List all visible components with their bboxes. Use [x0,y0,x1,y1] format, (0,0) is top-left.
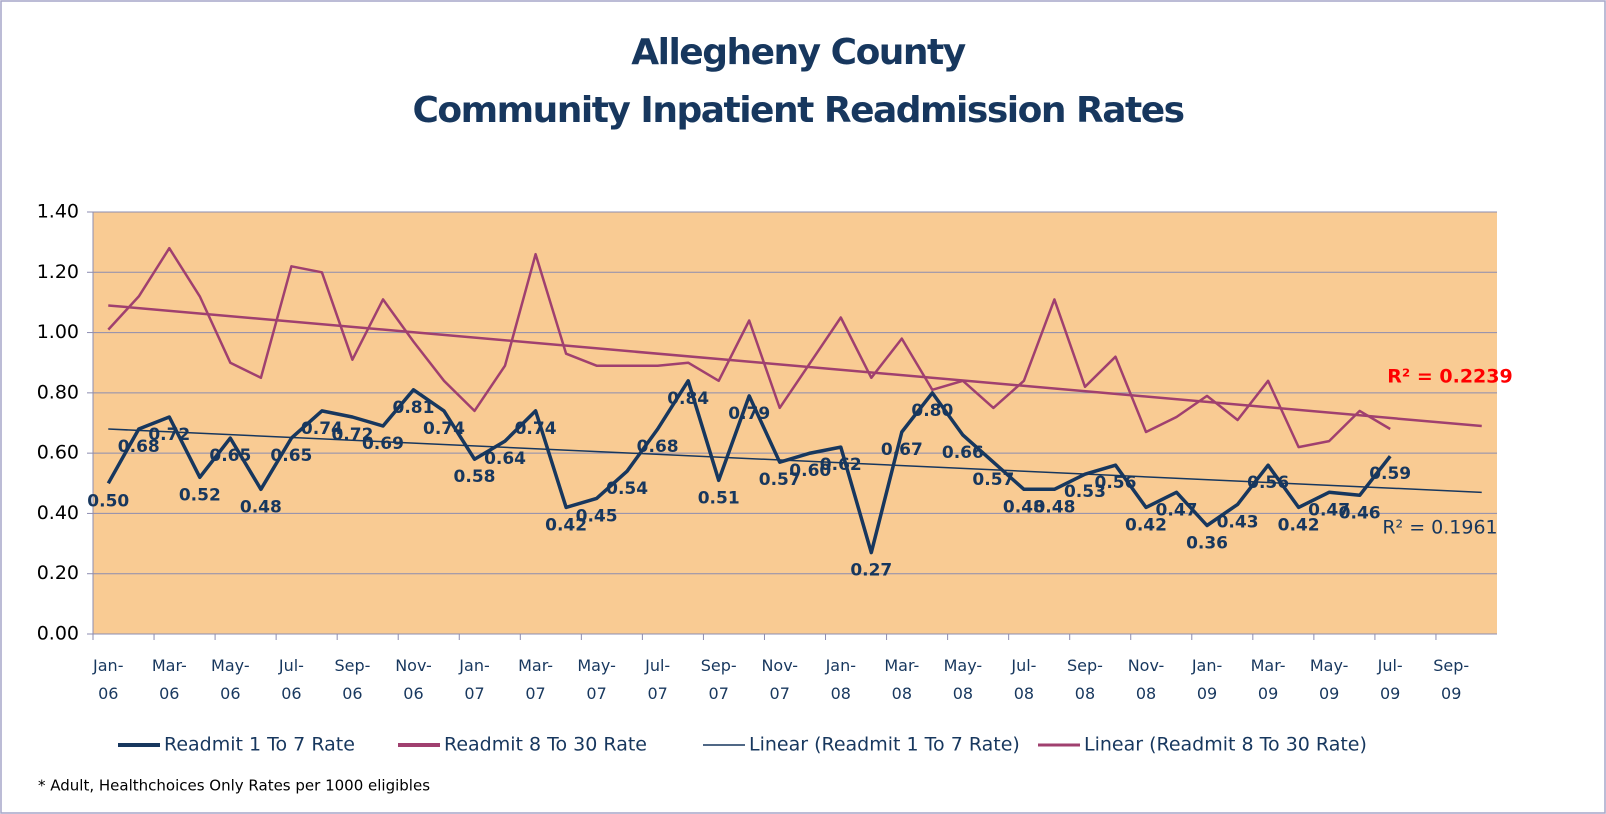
data-label: 0.48 [1033,497,1075,517]
data-label: 0.74 [301,419,343,439]
data-label: 0.66 [942,443,984,463]
data-label: 0.47 [1308,500,1350,520]
x-tick-label: Mar-07 [518,656,553,703]
y-tick-label: 0.80 [37,381,79,403]
data-label: 0.84 [667,389,709,409]
chart-title: Community Inpatient Readmission Rates [412,90,1183,131]
y-tick-label: 1.00 [37,321,79,343]
x-tick-label: Mar-08 [884,656,919,703]
data-label: 0.74 [515,419,557,439]
r2-label: R² = 0.1961 [1382,517,1497,539]
data-label: 0.60 [789,461,831,481]
data-label: 0.52 [179,485,221,505]
x-tick-label: Jul-09 [1377,656,1403,703]
r2-label: R² = 0.2239 [1387,366,1512,388]
data-label: 0.72 [331,425,373,445]
data-label: 0.50 [87,491,129,511]
x-tick-label: Jul-07 [644,656,670,703]
y-tick-label: 0.00 [37,623,79,645]
series-line [107,246,1391,449]
data-label: 0.74 [423,419,465,439]
y-tick-label: 0.40 [37,502,79,524]
footnote: * Adult, Healthchoices Only Rates per 10… [38,777,430,795]
y-tick-label: 1.40 [37,201,79,223]
data-label: 0.45 [576,506,618,526]
x-tick-label: Sep-06 [334,656,370,703]
x-tick-label: Nov-08 [1128,656,1165,703]
data-label: 0.46 [1339,503,1381,523]
x-tick-label: Sep-07 [701,656,737,703]
series-line [106,379,1392,555]
data-label: 0.42 [545,515,587,535]
data-label: 0.69 [362,434,404,454]
data-label: 0.53 [1064,482,1106,502]
legend-label: Readmit 1 To 7 Rate [164,734,355,756]
data-label: 0.80 [911,401,953,421]
data-label: 0.68 [118,437,160,457]
data-label: 0.62 [820,455,862,475]
data-label: 0.58 [454,467,496,487]
data-label: 0.51 [698,488,740,508]
x-tick-label: May-09 [1310,656,1349,703]
plot-area [93,212,1497,634]
chart-title: Allegheny County [631,32,966,73]
x-tick-label: Jan-06 [92,656,123,703]
y-tick-label: 1.20 [37,261,79,283]
data-label: 0.56 [1247,473,1289,493]
x-tick-label: Sep-09 [1433,656,1469,703]
x-tick-label: Jul-08 [1010,656,1036,703]
x-tick-label: Mar-06 [152,656,187,703]
data-label: 0.47 [1156,500,1198,520]
data-label: 0.65 [270,446,312,466]
x-tick-label: Nov-07 [761,656,798,703]
data-label: 0.43 [1217,512,1259,532]
trendline [108,428,1482,494]
data-label: 0.48 [240,497,282,517]
data-label: 0.72 [148,425,190,445]
data-label: 0.54 [606,479,648,499]
legend-label: Readmit 8 To 30 Rate [444,734,647,756]
x-tick-label: May-06 [211,656,250,703]
data-label: 0.27 [850,561,892,581]
data-label: 0.64 [484,449,526,469]
x-tick-label: May-08 [944,656,983,703]
data-label: 0.79 [728,404,770,424]
data-label: 0.57 [759,470,801,490]
x-tick-label: Jan-09 [1191,656,1222,703]
data-label: 0.48 [1003,497,1045,517]
data-label: 0.57 [972,470,1014,490]
x-tick-label: Nov-06 [395,656,432,703]
data-label: 0.42 [1125,515,1167,535]
data-label: 0.56 [1095,473,1137,493]
data-label: 0.59 [1369,464,1411,484]
data-label: 0.65 [209,446,251,466]
trendline [108,304,1482,428]
x-tick-label: Mar-09 [1251,656,1286,703]
data-label: 0.36 [1186,533,1228,553]
legend-label: Linear (Readmit 1 To 7 Rate) [749,734,1020,756]
y-tick-label: 0.60 [37,442,79,464]
x-tick-label: Jul-06 [278,656,304,703]
x-tick-label: May-07 [577,656,616,703]
data-label: 0.42 [1278,515,1320,535]
data-label: 0.81 [393,398,435,418]
data-label: 0.68 [637,437,679,457]
x-tick-label: Sep-08 [1067,656,1103,703]
x-tick-label: Jan-08 [825,656,856,703]
legend-label: Linear (Readmit 8 To 30 Rate) [1084,734,1367,756]
y-tick-label: 0.20 [37,562,79,584]
data-label: 0.67 [881,440,923,460]
x-tick-label: Jan-07 [458,656,489,703]
